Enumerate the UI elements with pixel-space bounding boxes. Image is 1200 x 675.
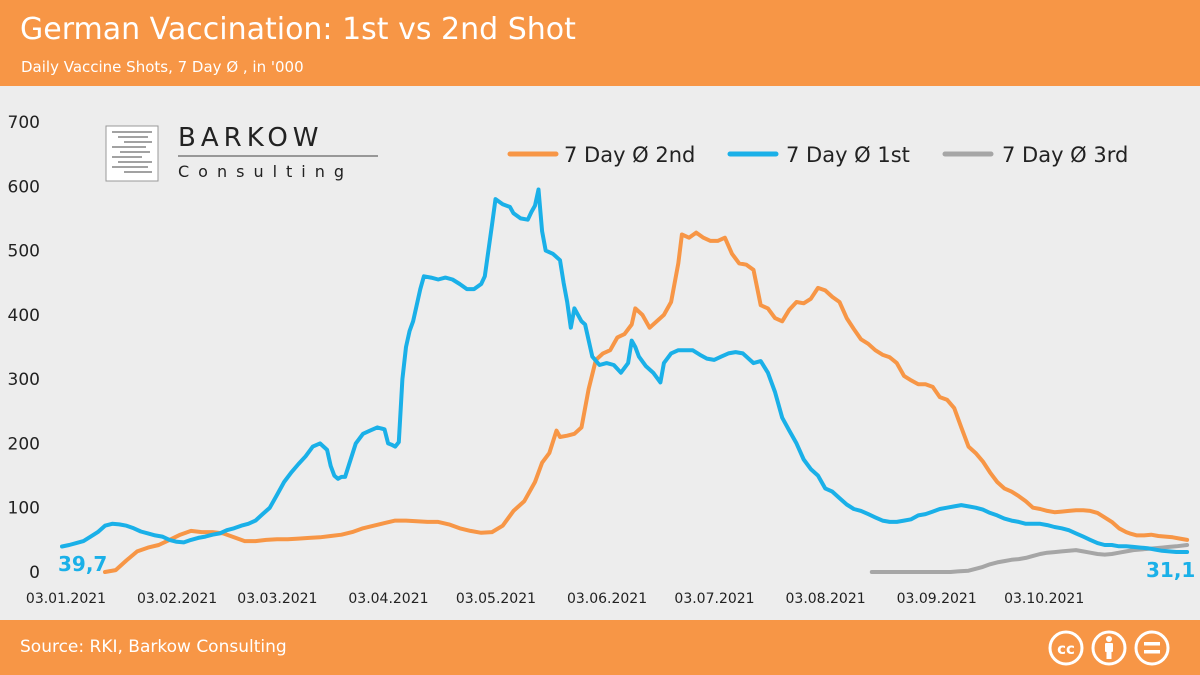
page-title: German Vaccination: 1st vs 2nd Shot: [20, 12, 576, 47]
y-tick-label: 300: [8, 370, 40, 390]
x-tick-label: 03.08.2021: [786, 591, 866, 607]
logo-tagline: Consulting: [178, 162, 353, 181]
source-note: Source: RKI, Barkow Consulting: [20, 637, 287, 657]
y-tick-label: 0: [29, 563, 40, 583]
header: German Vaccination: 1st vs 2nd Shot Dail…: [0, 0, 1200, 86]
license-icons: cc: [1048, 630, 1170, 666]
y-tick-label: 500: [8, 242, 40, 262]
y-axis: 0 100 200 300 400 500 600 700: [8, 113, 40, 583]
logo-mark-icon: [112, 131, 152, 173]
annotations: 39,7 31,1: [58, 552, 1195, 582]
y-tick-label: 600: [8, 177, 40, 197]
page-subtitle: Daily Vaccine Shots, 7 Day Ø , in '000: [21, 58, 304, 76]
series-line-2nd: [103, 230, 1190, 574]
legend: 7 Day Ø 2nd 7 Day Ø 1st 7 Day Ø 3rd: [507, 143, 1128, 167]
series-lines: [60, 187, 1190, 574]
x-tick-label: 03.04.2021: [348, 591, 428, 607]
chart-area: BARKOW Consulting 0 100 200 300 400 500 600 700…: [0, 86, 1200, 620]
barkow-logo: BARKOW Consulting: [105, 123, 378, 182]
logo-name: BARKOW: [178, 123, 324, 153]
attribution-icon: [1091, 630, 1127, 666]
x-axis: 03.01.2021 03.02.2021 03.03.2021 03.04.2021…: [26, 591, 1084, 607]
x-tick-label: 03.07.2021: [674, 591, 754, 607]
y-tick-label: 400: [8, 306, 40, 326]
y-tick-label: 700: [8, 113, 40, 133]
no-derivatives-icon: [1134, 630, 1170, 666]
x-tick-label: 03.09.2021: [897, 591, 977, 607]
x-tick-label: 03.10.2021: [1004, 591, 1084, 607]
footer: Source: RKI, Barkow Consulting cc: [0, 620, 1200, 675]
y-tick-label: 200: [8, 434, 40, 454]
line-chart: BARKOW Consulting 0 100 200 300 400 500 600 700…: [8, 113, 1196, 607]
x-tick-label: 03.02.2021: [137, 591, 217, 607]
svg-text:cc: cc: [1057, 640, 1075, 658]
cc-icon: cc: [1048, 630, 1084, 666]
legend-label: 7 Day Ø 1st: [786, 143, 910, 167]
x-tick-label: 03.01.2021: [26, 591, 106, 607]
logo-box: [105, 125, 159, 182]
series-line-3rd: [869, 543, 1190, 574]
annotation-start-value: 39,7: [58, 552, 107, 576]
legend-label: 7 Day Ø 2nd: [564, 143, 695, 167]
x-tick-label: 03.03.2021: [237, 591, 317, 607]
series-line-1st: [60, 187, 1190, 554]
legend-label: 7 Day Ø 3rd: [1002, 143, 1128, 167]
annotation-end-value: 31,1: [1146, 558, 1195, 582]
x-tick-label: 03.05.2021: [456, 591, 536, 607]
y-tick-label: 100: [8, 499, 40, 519]
x-tick-label: 03.06.2021: [567, 591, 647, 607]
